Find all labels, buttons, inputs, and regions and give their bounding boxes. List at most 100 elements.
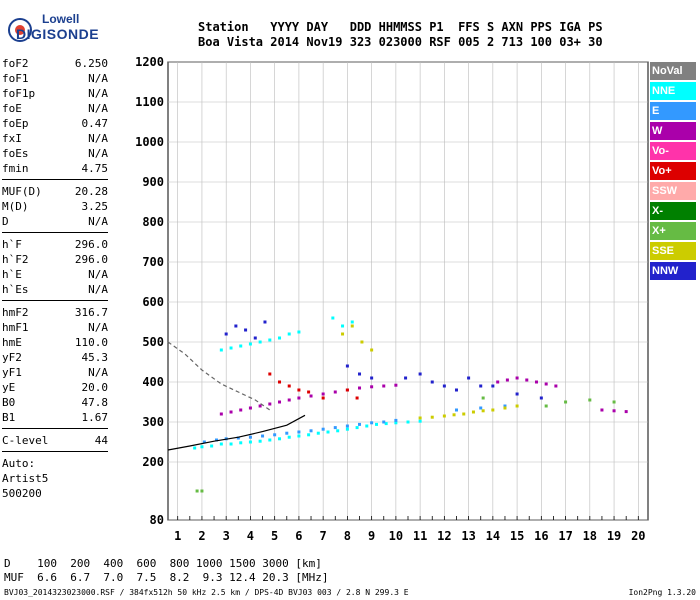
param-name: h`F2 <box>2 253 29 266</box>
param-row: h`Es N/A <box>2 282 108 297</box>
data-point <box>430 380 434 384</box>
data-point <box>263 320 267 324</box>
data-point <box>394 383 398 387</box>
y-tick-label: 300 <box>142 415 164 429</box>
data-point <box>248 435 252 439</box>
data-point <box>287 435 291 439</box>
param-row: hmF1 N/A <box>2 320 108 335</box>
param-value: 4.75 <box>81 162 109 175</box>
footer-file-info: BVJ03_2014323023000.RSF / 384fx512h 50 k… <box>4 588 409 597</box>
param-name: foE <box>2 102 22 115</box>
legend-item-w: W <box>650 122 696 140</box>
y-tick-label: 1200 <box>135 55 164 69</box>
param-row: B1 1.67 <box>2 410 108 425</box>
data-point <box>219 412 223 416</box>
data-point <box>331 316 335 320</box>
data-point <box>239 408 243 412</box>
param-row: foF1p N/A <box>2 86 108 101</box>
param-value: 0.47 <box>81 117 109 130</box>
param-value: 20.0 <box>81 381 109 394</box>
data-point <box>454 388 458 392</box>
data-point <box>612 400 616 404</box>
data-point <box>321 392 325 396</box>
y-tick-label: 500 <box>142 335 164 349</box>
param-name: C-level <box>2 434 49 447</box>
data-point <box>234 324 238 328</box>
param-name: D <box>2 215 9 228</box>
data-point <box>326 430 330 434</box>
data-point <box>544 382 548 386</box>
data-point <box>462 412 466 416</box>
data-point <box>236 436 240 440</box>
param-value: 47.8 <box>81 396 109 409</box>
y-tick-label: 600 <box>142 295 164 309</box>
data-point <box>307 390 311 394</box>
data-point <box>454 408 458 412</box>
y-tick-label: 200 <box>142 455 164 469</box>
data-point <box>496 380 500 384</box>
y-tick-label: 900 <box>142 175 164 189</box>
data-point <box>544 404 548 408</box>
y-tick-label: 700 <box>142 255 164 269</box>
param-row: foF1 N/A <box>2 71 108 86</box>
data-point <box>321 396 325 400</box>
data-point <box>341 332 345 336</box>
data-point <box>248 440 252 444</box>
data-point <box>515 404 519 408</box>
data-point <box>360 340 364 344</box>
data-point <box>355 396 359 400</box>
data-point <box>278 380 282 384</box>
x-tick-label: 12 <box>437 529 451 543</box>
x-tick-label: 1 <box>174 529 181 543</box>
x-tick-label: 19 <box>607 529 621 543</box>
data-point <box>297 330 301 334</box>
data-point <box>297 388 301 392</box>
x-tick-label: 13 <box>461 529 475 543</box>
data-point <box>382 420 386 424</box>
data-point <box>374 422 378 426</box>
data-point <box>358 372 362 376</box>
data-point <box>268 372 272 376</box>
data-point <box>200 445 204 449</box>
param-name: foEp <box>2 117 29 130</box>
data-point <box>406 420 410 424</box>
data-point <box>285 431 289 435</box>
header: Station YYYY DAY DDD HHMMSS P1 FFS S AXN… <box>198 20 603 50</box>
param-row: D N/A <box>2 214 108 229</box>
data-point <box>394 418 398 422</box>
param-name: h`E <box>2 268 22 281</box>
param-value: N/A <box>88 132 108 145</box>
data-point <box>224 332 228 336</box>
data-point <box>365 424 369 428</box>
param-value: N/A <box>88 366 108 379</box>
data-point <box>554 384 558 388</box>
profile-curve <box>167 341 271 411</box>
data-point <box>588 398 592 402</box>
data-point <box>345 424 349 428</box>
param-name: fmin <box>2 162 29 175</box>
data-point <box>239 344 243 348</box>
x-tick-label: 20 <box>631 529 645 543</box>
data-point <box>297 434 301 438</box>
data-point <box>297 396 301 400</box>
param-name: yE <box>2 381 16 394</box>
legend-item-nne: NNE <box>650 82 696 100</box>
data-point <box>261 434 265 438</box>
muf-value-row: MUF 6.6 6.7 7.0 7.5 8.2 9.3 12.4 20.3 [M… <box>4 571 329 584</box>
data-point <box>418 419 422 423</box>
legend-item-noval: NoVal <box>650 62 696 80</box>
param-row: yF1 N/A <box>2 365 108 380</box>
data-point <box>430 415 434 419</box>
param-value: 316.7 <box>74 306 108 319</box>
data-point <box>418 372 422 376</box>
data-point <box>333 426 337 430</box>
y-tick-label: 1000 <box>135 135 164 149</box>
data-point <box>258 404 262 408</box>
x-tick-label: 3 <box>223 529 230 543</box>
x-tick-label: 7 <box>320 529 327 543</box>
autoscaling-info: Auto: <box>2 457 36 470</box>
data-point <box>442 414 446 418</box>
data-point <box>268 338 272 342</box>
data-point <box>229 346 233 350</box>
param-row: foF2 6.250 <box>2 56 108 71</box>
